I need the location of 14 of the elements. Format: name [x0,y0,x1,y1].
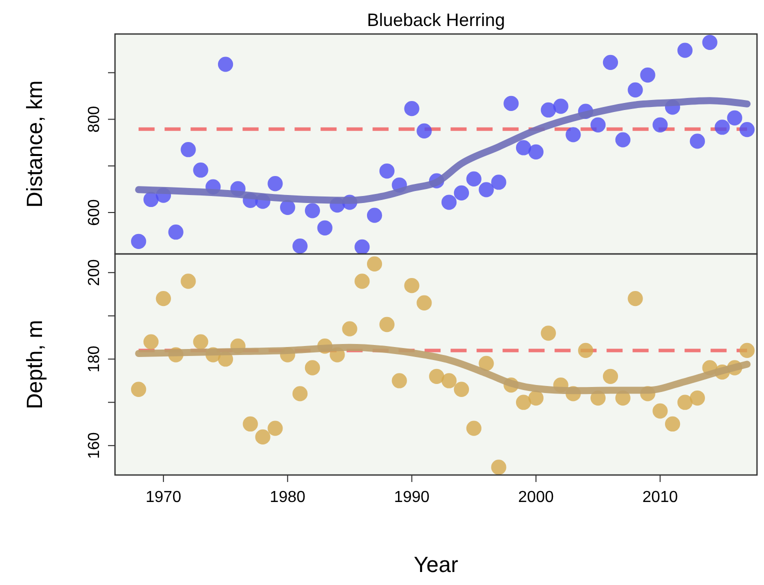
y-tick-label: 200 [86,259,103,286]
chart-title: Blueback Herring [366,10,506,30]
x-tick-label: 2000 [518,489,554,506]
x-tick-label: 1970 [146,489,182,506]
y-tick-label: 600 [86,199,103,226]
y-axis-title: Depth, m [22,320,47,410]
x-tick-label: 1980 [270,489,306,506]
x-axis-title: Year [414,552,458,577]
y-tick-label: 180 [86,346,103,372]
y-axis-title: Distance, km [22,80,47,208]
y-tick-label: 800 [86,106,103,133]
y-tick-label: 160 [86,432,103,459]
x-tick-label: 1990 [394,489,430,506]
x-tick-label: 2010 [642,489,678,506]
